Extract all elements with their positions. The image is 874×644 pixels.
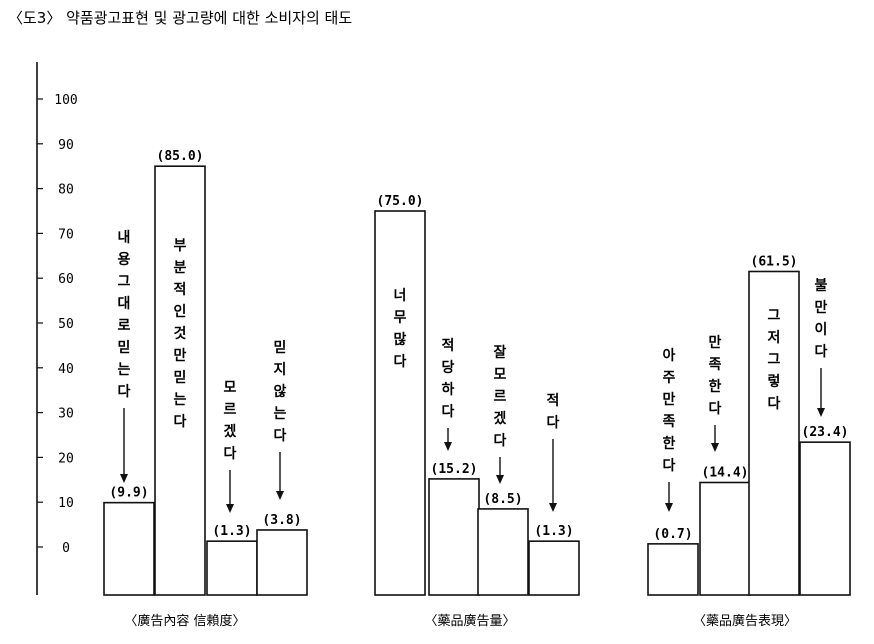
arrow-head <box>120 474 128 483</box>
bar-value-label: (15.2) <box>431 462 478 477</box>
y-tick-label: 30 <box>58 407 74 422</box>
y-tick-label: 20 <box>58 451 74 466</box>
bar-value-label: (23.4) <box>802 425 849 440</box>
bar-labels: (9.9) 내 용 그 대 로 믿 는 다 (85.0) 부 분 적 인 것 만 믿 는 다 (1.3) 모 르 겠 다 (3.… <box>109 149 848 542</box>
bar <box>799 441 851 596</box>
bar <box>428 478 480 596</box>
bar <box>647 543 699 596</box>
y-axis: 0 10 20 30 40 50 60 70 80 90 100 <box>36 62 78 595</box>
arrow-head <box>226 504 234 513</box>
bar-value-label: (1.3) <box>212 524 251 539</box>
bar-value-label: (0.7) <box>653 527 692 542</box>
y-tick-label: 100 <box>54 93 77 108</box>
y-tick-label: 0 <box>62 541 70 556</box>
arrow-head <box>444 442 452 451</box>
y-tick-label: 90 <box>58 138 74 153</box>
bar-value-label: (14.4) <box>702 465 749 480</box>
bar <box>256 529 308 596</box>
bar-value-label: (3.8) <box>262 513 301 528</box>
arrow-head <box>665 503 673 512</box>
bar <box>206 540 258 596</box>
arrow-head <box>817 408 825 417</box>
bar-value-label: (85.0) <box>157 149 204 164</box>
bar <box>748 270 800 596</box>
bar-value-label: (61.5) <box>751 254 798 269</box>
group-label: 〈藥品廣告表現〉 <box>693 614 797 629</box>
bar-value-label: (8.5) <box>483 492 522 507</box>
chart-title: 〈도3〉 약품광고표현 및 광고량에 대한 소비자의 태도 <box>8 9 352 27</box>
arrow-head <box>549 503 557 512</box>
bar-value-label: (1.3) <box>534 524 573 539</box>
y-tick-label: 40 <box>58 362 74 377</box>
group-labels: 〈廣告內容 信賴度〉 〈藥品廣告量〉 〈藥品廣告表現〉 <box>124 613 797 629</box>
bar <box>528 540 580 596</box>
y-tick-label: 80 <box>58 183 74 198</box>
y-tick-label: 60 <box>58 272 74 287</box>
y-tick-label: 10 <box>58 496 74 511</box>
arrow-head <box>496 475 504 484</box>
group-label: 〈藥品廣告量〉 <box>424 614 515 629</box>
bar-value-label: (75.0) <box>377 194 424 209</box>
bars <box>103 165 851 596</box>
bar-value-label: (9.9) <box>109 486 148 501</box>
bar <box>477 508 529 596</box>
bar <box>374 210 426 596</box>
bar <box>103 501 155 596</box>
bar <box>154 165 206 596</box>
arrow-head <box>711 443 719 452</box>
group-label: 〈廣告內容 信賴度〉 <box>124 613 245 629</box>
y-tick-label: 50 <box>58 317 74 332</box>
y-tick-label: 70 <box>58 227 74 242</box>
arrow-head <box>276 491 284 500</box>
bar <box>699 481 751 596</box>
